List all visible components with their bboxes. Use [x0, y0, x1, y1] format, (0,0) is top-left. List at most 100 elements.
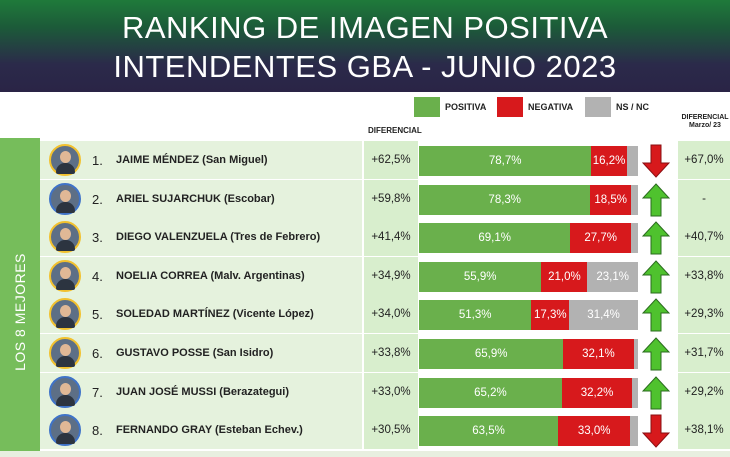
legend-positiva-swatch [414, 97, 440, 117]
avatar-body [56, 201, 75, 213]
bar-negativa: 21,0% [541, 261, 588, 292]
bar-nsnc [630, 184, 638, 215]
avatar-body [56, 356, 75, 367]
diferencial-marzo-header-line-2: Marzo/ 23 [689, 122, 721, 129]
rank-number: 5. [92, 307, 103, 323]
table-row: 6. GUSTAVO POSSE (San Isidro) +33,8% 65,9% 3… [40, 334, 730, 373]
bar-positiva: 78,3% [419, 184, 591, 215]
avatar-head [60, 305, 71, 318]
bar-negativa: 27,7% [570, 223, 631, 254]
diferencial-value: +34,0% [364, 295, 418, 335]
table-row: 5. SOLEDAD MARTÍNEZ (Vicente López) +34,0%… [40, 295, 730, 335]
stacked-bar: 65,9% 32,1% [419, 339, 638, 369]
diferencial-marzo-column-header: DIFERENCIAL Marzo/ 23 [676, 114, 730, 130]
table-row: 4. NOELIA CORREA (Malv. Argentinas) +34,9%… [40, 256, 730, 296]
rank-number: 1. [92, 153, 103, 168]
rank-number: 7. [92, 384, 103, 400]
bar-nsnc [626, 146, 638, 176]
table-row: 1. JAIME MÉNDEZ (San Miguel) +62,5% 78,7% 16… [40, 141, 730, 180]
table-row: 2. ARIEL SUJARCHUK (Escobar) +59,8% 78,3% 18… [40, 179, 730, 219]
rank-number: 6. [92, 346, 103, 361]
bar-negativa: 18,5% [590, 184, 631, 215]
bar-negativa: 33,0% [558, 416, 631, 447]
title-line-1: RANKING DE IMAGEN POSITIVA [121, 10, 609, 45]
legend-negativa-swatch [497, 97, 523, 117]
legend-nsnc: NS / NC [585, 97, 649, 117]
name-cell: 2. ARIEL SUJARCHUK (Escobar) [40, 179, 362, 219]
name-cell: 3. DIEGO VALENZUELA (Tres de Febrero) [40, 218, 362, 258]
avatar-head [60, 228, 71, 241]
avatar [49, 375, 81, 408]
diferencial-marzo-value: +38,1% [678, 411, 730, 451]
bar-nsnc [632, 377, 638, 408]
diferencial-marzo-header-line-1: DIFERENCIAL [681, 114, 729, 121]
rank-number: 3. [92, 230, 103, 246]
avatar-body [56, 394, 75, 406]
mayor-name: FERNANDO GRAY (Esteban Echev.) [116, 424, 303, 437]
avatar-head [60, 344, 71, 356]
mayor-name: GUSTAVO POSSE (San Isidro) [116, 347, 274, 359]
stacked-bar: 78,3% 18,5% [419, 184, 638, 215]
diferencial-value: +59,8% [364, 179, 418, 219]
mayor-name: NOELIA CORREA (Malv. Argentinas) [116, 269, 305, 282]
bar-nsnc [630, 223, 638, 254]
diferencial-marzo-value: - [678, 179, 730, 219]
name-cell: 8. FERNANDO GRAY (Esteban Echev.) [40, 411, 362, 451]
legend-nsnc-label: NS / NC [616, 102, 650, 112]
legend-negativa-label: NEGATIVA [528, 102, 574, 112]
diferencial-marzo-value: +29,3% [678, 295, 730, 335]
mayor-name: ARIEL SUJARCHUK (Escobar) [116, 192, 275, 205]
bar-nsnc [630, 416, 638, 447]
trend-up-arrow-icon [642, 221, 670, 255]
stacked-bar: 55,9% 21,0% 23,1% [419, 261, 638, 292]
mayor-name: SOLEDAD MARTÍNEZ (Vicente López) [116, 308, 314, 321]
avatar-body [56, 240, 75, 252]
stacked-bar: 65,2% 32,2% [419, 377, 638, 408]
trend-up-arrow-icon [642, 182, 670, 217]
diferencial-marzo-value: +67,0% [678, 141, 730, 180]
bar-positiva: 51,3% [419, 300, 532, 331]
trend-down-arrow-icon [642, 144, 670, 178]
name-cell: 4. NOELIA CORREA (Malv. Argentinas) [40, 256, 362, 296]
avatar [49, 144, 81, 176]
avatar [49, 221, 81, 254]
avatar-body [56, 163, 75, 174]
avatar-head [60, 151, 71, 163]
diferencial-value: +33,8% [364, 334, 418, 373]
bar-positiva: 65,2% [419, 377, 562, 408]
bar-positiva: 78,7% [419, 146, 592, 176]
legend-nsnc-swatch [585, 97, 611, 117]
avatar-body [56, 278, 75, 290]
bar-positiva: 55,9% [419, 261, 542, 292]
diferencial-marzo-value: +29,2% [678, 372, 730, 412]
avatar-head [60, 266, 71, 279]
avatar [49, 337, 81, 369]
mayor-name: JUAN JOSÉ MUSSI (Berazategui) [116, 385, 289, 398]
bar-negativa: 17,3% [531, 300, 570, 331]
bar-positiva: 63,5% [419, 416, 559, 447]
legend-positiva-label: POSITIVA [445, 102, 487, 112]
diferencial-marzo-value: +40,7% [678, 218, 730, 258]
avatar-body [56, 317, 75, 329]
avatar [49, 414, 81, 447]
group-sidebar: LOS 8 MEJORES [0, 138, 40, 457]
bar-positiva: 69,1% [419, 223, 571, 254]
trend-up-arrow-icon [642, 337, 670, 371]
diferencial-value: +33,0% [364, 372, 418, 412]
avatar [49, 298, 81, 331]
name-cell: 6. GUSTAVO POSSE (San Isidro) [40, 334, 362, 373]
bar-nsnc: 31,4% [569, 300, 638, 331]
avatar-head [60, 421, 71, 434]
diferencial-column-header: DIFERENCIAL [368, 126, 422, 135]
diferencial-marzo-value: +33,8% [678, 256, 730, 296]
mayor-name: DIEGO VALENZUELA (Tres de Febrero) [116, 231, 321, 244]
avatar-head [60, 189, 71, 202]
diferencial-marzo-value: +31,7% [678, 334, 730, 373]
legend-negativa: NEGATIVA [497, 97, 573, 117]
diferencial-value: +62,5% [364, 141, 418, 180]
table-row: 7. JUAN JOSÉ MUSSI (Berazategui) +33,0% 65,… [40, 372, 730, 412]
bar-negativa: 16,2% [591, 146, 627, 176]
bar-negativa: 32,1% [563, 339, 634, 369]
name-cell: 7. JUAN JOSÉ MUSSI (Berazategui) [40, 372, 362, 412]
name-cell: 5. SOLEDAD MARTÍNEZ (Vicente López) [40, 295, 362, 335]
